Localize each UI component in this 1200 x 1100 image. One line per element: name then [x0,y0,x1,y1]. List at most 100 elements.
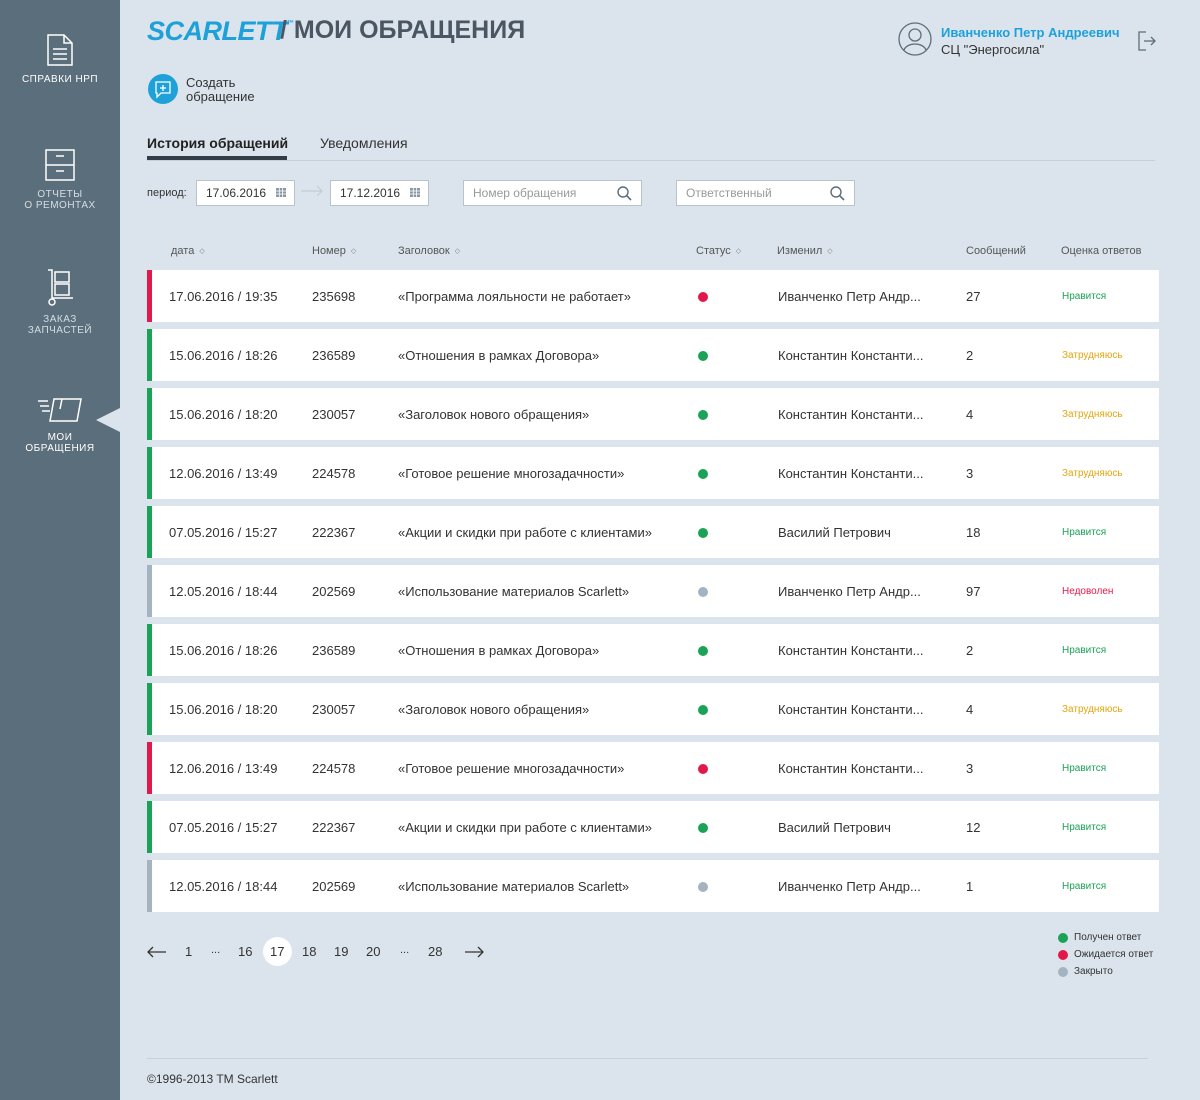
cell-changed: Василий Петрович [778,820,891,835]
status-dot-answered [698,351,708,361]
cell-title: «Программа лояльности не работает» [398,289,631,304]
cell-number: 202569 [312,879,356,894]
cell-number: 236589 [312,348,356,363]
cell-title: «Акции и скидки при работе с клиентами» [398,820,652,835]
prev-page-arrow-icon[interactable] [147,946,167,958]
row-status-bar [147,270,152,322]
cell-changed: Константин Константи... [778,348,924,363]
cell-changed: Иванченко Петр Андр... [778,584,921,599]
sidebar-item-label: ЗАКАЗ [43,314,77,325]
cell-title: «Отношения в рамках Договора» [398,643,600,658]
table-row[interactable]: 15.06.2016 / 18:20 230057 «Заголовок новог… [147,388,1159,440]
cell-title: «Отношения в рамках Договора» [398,348,600,363]
pagination-page[interactable]: 20 [366,944,381,959]
cell-date: 12.05.2016 / 18:44 [169,879,278,894]
search-icon[interactable] [617,186,632,201]
user-avatar-icon [898,22,932,56]
table-row[interactable]: 17.06.2016 / 19:35 235698 «Программа лояль… [147,270,1159,322]
logout-icon[interactable] [1138,31,1156,51]
row-status-bar [147,506,152,558]
cell-rating: Нравится [1062,881,1107,892]
pagination-page[interactable]: 28 [428,944,443,959]
request-number-input[interactable]: Номер обращения [463,180,642,206]
request-number-placeholder: Номер обращения [473,186,577,200]
tabs-divider [147,160,1155,161]
logo-text: SCARLETT [147,16,288,46]
table-row[interactable]: 15.06.2016 / 18:26 236589 «Отношения в рам… [147,624,1159,676]
scarlett-logo[interactable]: SCARLETT™ [147,16,294,47]
pagination-page[interactable]: 18 [302,944,317,959]
cell-title: «Заголовок нового обращения» [398,407,590,422]
row-status-bar [147,624,152,676]
calendar-icon[interactable] [410,188,420,197]
column-header-title[interactable]: Заголовок ◇ [398,245,461,257]
pagination-page[interactable]: 16 [238,944,253,959]
table-row[interactable]: 12.05.2016 / 18:44 202569 «Использование м… [147,565,1159,617]
search-icon[interactable] [830,186,845,201]
legend-dot [1058,967,1068,977]
fast-box-icon [38,398,82,422]
sidebar-item-repair-reports[interactable]: ОТЧЕТЫ О РЕМОНТАХ [0,149,120,211]
active-pointer [96,408,120,432]
legend-label: Ожидается ответ [1074,949,1154,960]
cell-number: 224578 [312,761,356,776]
table-row[interactable]: 07.05.2016 / 15:27 222367 «Акции и скидки … [147,506,1159,558]
sidebar-item-label: ОТЧЕТЫ [37,189,83,200]
pagination-page[interactable]: 1 [185,944,193,959]
create-request-label: Создать обращение [186,75,255,104]
cell-number: 224578 [312,466,356,481]
period-label: период: [147,187,187,199]
responsible-input[interactable]: Ответственный [676,180,855,206]
table-row[interactable]: 12.06.2016 / 13:49 224578 «Готовое решение… [147,447,1159,499]
cell-changed: Константин Константи... [778,466,924,481]
cell-title: «Использование материалов Scarlett» [398,584,630,599]
next-page-arrow-icon[interactable] [464,946,484,958]
cell-number: 230057 [312,702,356,717]
cell-date: 12.06.2016 / 13:49 [169,761,278,776]
sidebar-item-label: МОИ [47,432,73,443]
cell-messages: 2 [966,643,974,658]
date-from-field[interactable]: 17.06.2016 [196,180,295,206]
cell-title: «Заголовок нового обращения» [398,702,590,717]
cell-number: 202569 [312,584,356,599]
pagination-ellipsis: ... [211,944,221,956]
table-row[interactable]: 12.06.2016 / 13:49 224578 «Готовое решение… [147,742,1159,794]
document-icon [47,34,73,66]
cell-date: 12.06.2016 / 13:49 [169,466,278,481]
date-to-value: 17.12.2016 [340,186,401,200]
cell-messages: 12 [966,820,981,835]
status-dot-answered [698,410,708,420]
calendar-icon[interactable] [276,188,286,197]
cell-date: 07.05.2016 / 15:27 [169,525,278,540]
table-row[interactable]: 15.06.2016 / 18:26 236589 «Отношения в рам… [147,329,1159,381]
column-header-date[interactable]: дата ◇ [171,245,205,257]
cell-rating: Затрудняюсь [1062,704,1123,715]
cell-changed: Василий Петрович [778,525,891,540]
status-dot-waiting [698,764,708,774]
sidebar-item-my-requests[interactable]: МОИ ОБРАЩЕНИЯ [0,396,120,454]
page-title: / МОИ ОБРАЩЕНИЯ [280,16,526,44]
pagination-current-page: 17 [270,944,285,959]
active-tab-indicator [147,156,287,160]
pagination-page[interactable]: 19 [334,944,349,959]
tab-history[interactable]: История обращений [147,135,289,151]
table-row[interactable]: 07.05.2016 / 15:27 222367 «Акции и скидки … [147,801,1159,853]
tab-notifications[interactable]: Уведомления [320,135,408,151]
date-to-field[interactable]: 17.12.2016 [330,180,429,206]
table-row[interactable]: 12.05.2016 / 18:44 202569 «Использование м… [147,860,1159,912]
responsible-placeholder: Ответственный [686,186,772,200]
cell-rating: Нравится [1062,645,1107,656]
cell-messages: 18 [966,525,981,540]
cell-title: «Готовое решение многозадачности» [398,761,625,776]
column-header-changed[interactable]: Изменил ◇ [777,245,833,257]
status-dot-answered [698,823,708,833]
pagination-ellipsis: ... [400,944,410,956]
column-header-number[interactable]: Номер ◇ [312,245,357,257]
column-header-status[interactable]: Статус ◇ [696,245,742,257]
user-org: СЦ "Энергосила" [941,42,1045,57]
sidebar-item-nrp[interactable]: СПРАВКИ НРП [0,34,120,85]
sidebar-item-parts-order[interactable]: ЗАКАЗ ЗАПЧАСТЕЙ [0,268,120,336]
cell-rating: Затрудняюсь [1062,409,1123,420]
cell-messages: 3 [966,761,974,776]
table-row[interactable]: 15.06.2016 / 18:20 230057 «Заголовок новог… [147,683,1159,735]
